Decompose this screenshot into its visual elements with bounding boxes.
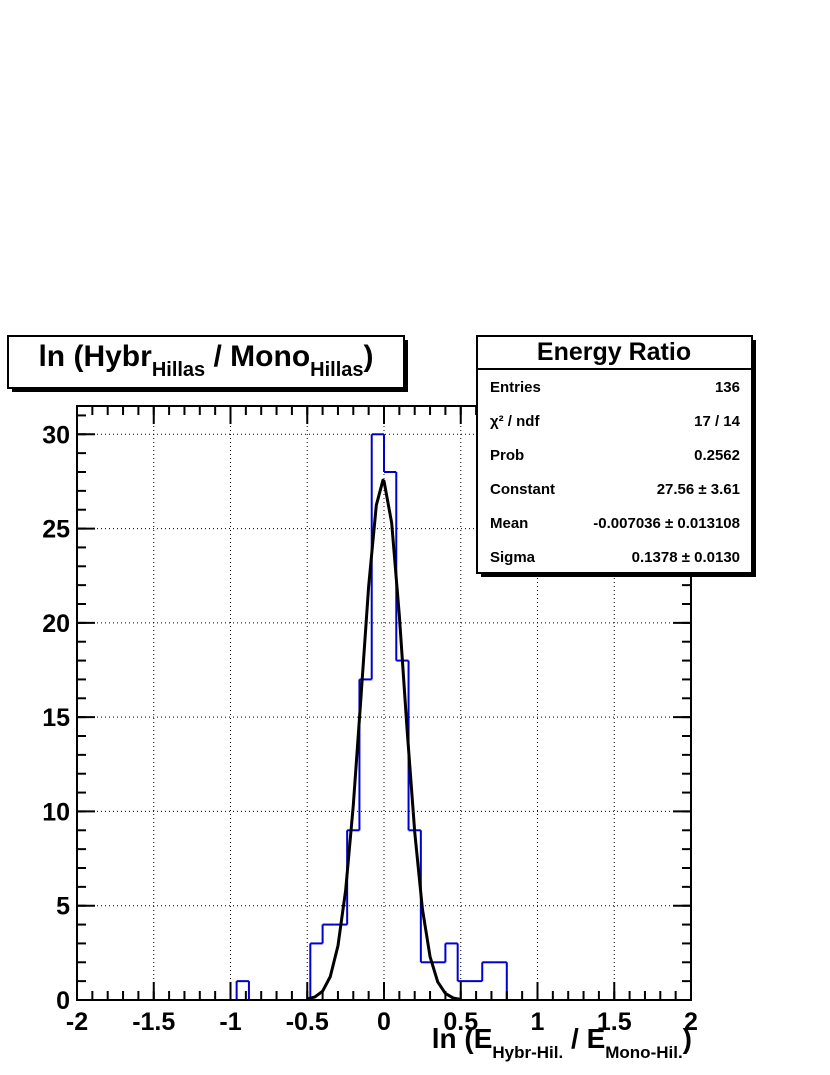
subscript: Hillas: [310, 359, 363, 381]
y-tick-label: 30: [42, 421, 70, 449]
x-tick-label: -2: [66, 1008, 88, 1036]
subscript: Hybr-Hil.: [492, 1043, 563, 1062]
text-part: / Mono: [205, 340, 310, 373]
stats-title: Energy Ratio: [537, 338, 691, 366]
stats-label: Prob: [490, 447, 524, 464]
stats-value: 17 / 14: [694, 413, 741, 430]
x-axis-label: ln (EHybr-Hil. / EMono-Hil.): [432, 1023, 692, 1062]
text-part: / E: [563, 1023, 605, 1054]
stats-label: Sigma: [490, 549, 536, 566]
x-tick-label: -0.5: [286, 1008, 329, 1036]
subscript: Mono-Hil.: [605, 1043, 682, 1062]
text-part: ): [364, 340, 374, 373]
stats-value: 0.1378 ± 0.0130: [632, 549, 740, 566]
x-tick-label: 1.5: [597, 1008, 632, 1036]
stats-box: [476, 335, 753, 574]
text-part: ln (E: [432, 1023, 493, 1054]
x-tick-label: 0.5: [443, 1008, 478, 1036]
y-tick-label: 5: [56, 893, 70, 921]
stats-label: χ² / ndf: [490, 413, 540, 430]
x-tick-label: 0: [377, 1008, 391, 1036]
y-tick-label: 15: [42, 704, 70, 732]
title-box: [7, 335, 405, 389]
x-tick-label: -1: [219, 1008, 241, 1036]
stats-value: -0.007036 ± 0.013108: [593, 515, 740, 532]
y-tick-label: 25: [42, 516, 70, 544]
stats-label: Constant: [490, 481, 555, 498]
stats-value: 136: [715, 379, 740, 396]
chart-title: ln (HybrHillas / MonoHillas): [38, 340, 373, 381]
stats-value: 0.2562: [694, 447, 740, 464]
text-part: ln (Hybr: [38, 340, 152, 373]
y-tick-label: 10: [42, 798, 70, 826]
stats-label: Entries: [490, 379, 541, 396]
x-tick-label: 2: [684, 1008, 698, 1036]
x-tick-label: 1: [531, 1008, 545, 1036]
stats-value: 27.56 ± 3.61: [657, 481, 740, 498]
y-tick-label: 0: [56, 987, 70, 1015]
y-tick-label: 20: [42, 610, 70, 638]
stats-label: Mean: [490, 515, 528, 532]
fit-curve: [306, 478, 462, 1001]
subscript: Hillas: [152, 359, 205, 381]
x-tick-label: -1.5: [132, 1008, 175, 1036]
text-part: ): [683, 1023, 692, 1054]
